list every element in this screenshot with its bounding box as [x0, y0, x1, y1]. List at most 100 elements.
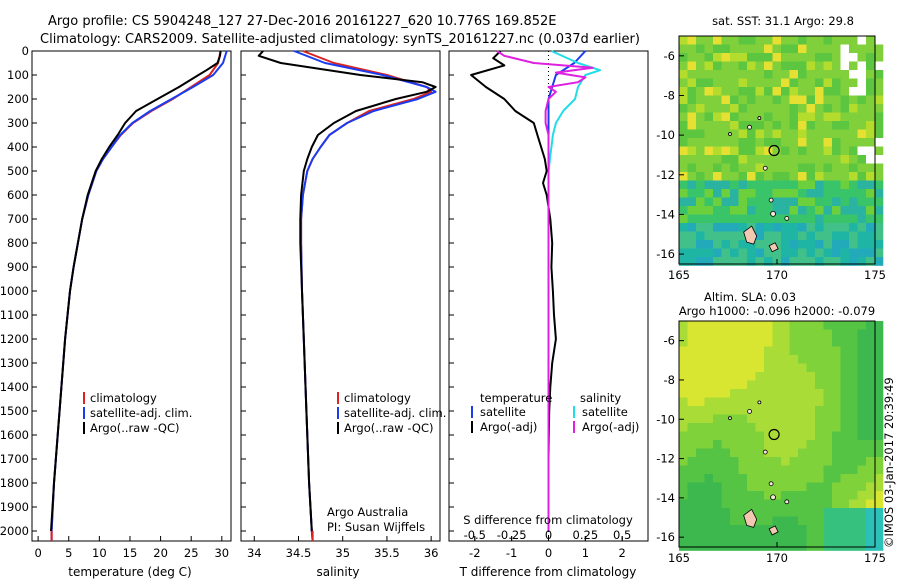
map-cell: [738, 44, 748, 54]
map-cell: [874, 61, 884, 71]
map-cell: [704, 112, 714, 122]
imos-timestamp: ©IMOS 03-Jan-2017 20:39:49: [882, 377, 896, 548]
map-cell: [806, 355, 816, 364]
map-cell: [840, 491, 850, 500]
map-cell: [713, 431, 722, 441]
map-cell: [713, 180, 722, 190]
map-cell: [849, 525, 858, 534]
map-cell: [721, 189, 731, 198]
map-cell: [696, 499, 705, 509]
map-cell: [806, 155, 816, 164]
map-cell: [764, 380, 773, 390]
map-cell: [781, 146, 790, 156]
map-cell: [713, 129, 722, 139]
map-cell: [772, 516, 782, 526]
map-cell: [687, 363, 697, 373]
map-cell: [687, 248, 697, 258]
island-marker: [757, 116, 762, 120]
map-cell: [815, 36, 824, 45]
map-cell: [772, 44, 782, 54]
map-cell: [781, 482, 790, 492]
map-cell: [721, 372, 731, 381]
map-cell: [840, 440, 850, 449]
map-cell: [704, 508, 714, 517]
map-cell: [730, 389, 739, 398]
map-cell: [798, 533, 807, 543]
map-cell: [764, 248, 773, 258]
map-cell: [772, 95, 782, 105]
map-cell: [815, 112, 824, 122]
map-cell: [772, 372, 782, 381]
map-cell: [857, 231, 867, 241]
map-cell: [840, 482, 850, 492]
map-cell: [713, 457, 722, 466]
map-cell: [764, 223, 773, 232]
map-cell: [687, 163, 697, 173]
map-cell: [840, 206, 850, 215]
island-marker: [762, 449, 768, 455]
map-cell: [789, 542, 799, 551]
map-cell: [713, 329, 722, 339]
map-cell: [687, 329, 697, 339]
map-cell: [866, 397, 875, 407]
map-cell: [849, 257, 858, 266]
map-cell: [764, 163, 773, 173]
map-cell: [806, 363, 816, 373]
map-cell: [866, 329, 875, 339]
map-cell: [789, 172, 799, 181]
map-cell: [687, 380, 697, 390]
map-cell: [772, 457, 782, 466]
map-cell: [781, 533, 790, 543]
diff-series-line: [470, 50, 557, 531]
map-cell: [849, 499, 858, 509]
map-cell: [866, 112, 875, 122]
map-cell: [798, 44, 807, 54]
map-cell: [738, 248, 748, 258]
map-cell: [696, 423, 705, 432]
map-cell: [798, 516, 807, 526]
map-cell: [755, 423, 765, 432]
map-cell: [806, 189, 816, 198]
map-cell: [789, 321, 799, 330]
map-cell: [755, 474, 765, 483]
map-cell: [764, 474, 773, 483]
map-cell: [738, 457, 748, 466]
map-cell: [696, 533, 705, 543]
map-cell: [713, 87, 722, 96]
island-marker: [770, 494, 776, 501]
map-cell: [713, 474, 722, 483]
map-cell: [738, 172, 748, 181]
map-cell: [747, 474, 756, 483]
map-cell: [713, 499, 722, 509]
map-cell: [687, 423, 697, 432]
map-cell: [866, 121, 875, 130]
map-cell: [781, 87, 790, 96]
map-cell: [755, 53, 765, 62]
map-cell: [832, 248, 841, 258]
map-cell: [789, 329, 799, 339]
map-cell: [772, 70, 782, 79]
map-cell: [704, 78, 714, 88]
map-cell: [806, 329, 816, 339]
map-cell: [730, 533, 739, 543]
map-cell: [730, 189, 739, 198]
map-cell: [755, 61, 765, 71]
map-cell: [696, 363, 705, 373]
map-cell: [721, 248, 731, 258]
map-cell: [806, 223, 816, 232]
map-cell: [679, 223, 688, 232]
map-cell: [866, 508, 875, 517]
depth-axis: 0 100 200 300 400 500 600 700 800 900 1000 1100 1200…: [0, 44, 454, 538]
map-cell: [738, 389, 748, 398]
map-cell: [772, 363, 782, 373]
map-cell: [704, 329, 714, 339]
map-cell: [781, 163, 790, 173]
depth-tick-label: 1800: [0, 476, 29, 490]
map-cell: [815, 499, 824, 509]
top-tick-label: 0.25: [573, 528, 599, 542]
map-cell: [764, 414, 773, 424]
map-cell: [738, 197, 748, 207]
map-cell: [874, 440, 884, 449]
map-cell: [849, 121, 858, 130]
map-cell: [815, 155, 824, 164]
